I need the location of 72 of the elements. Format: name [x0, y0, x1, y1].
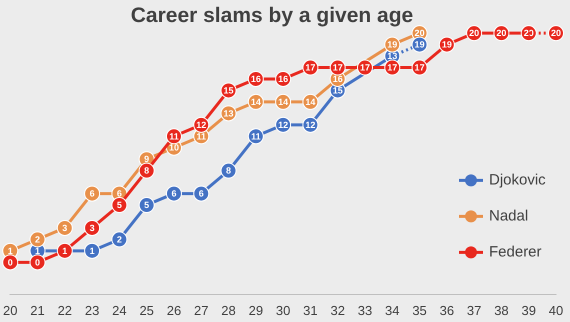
chart-title: Career slams by a given age	[130, 4, 414, 27]
data-label: 15	[224, 85, 234, 96]
data-label: 0	[8, 257, 13, 268]
data-label: 20	[469, 28, 480, 38]
x-tick-label: 24	[112, 302, 127, 318]
data-label: 17	[332, 62, 343, 73]
data-label: 14	[305, 96, 316, 107]
x-tick-label: 21	[30, 302, 45, 318]
data-label: 14	[278, 96, 288, 107]
x-tick-label: 38	[494, 302, 509, 318]
x-tick-label: 20	[2, 302, 18, 318]
legend-label: Nadal	[489, 208, 528, 225]
x-tick-label: 31	[303, 302, 318, 318]
x-tick-label: 39	[521, 302, 536, 318]
x-tick-label: 32	[330, 302, 345, 318]
data-label: 0	[35, 257, 40, 268]
x-tick-label: 34	[385, 302, 400, 318]
data-label: 10	[168, 142, 179, 153]
x-tick-label: 35	[412, 302, 427, 318]
data-label: 1	[62, 246, 68, 256]
x-tick-label: 37	[466, 302, 482, 318]
x-tick-label: 25	[139, 302, 154, 318]
data-label: 12	[305, 120, 316, 130]
data-label: 8	[226, 166, 232, 176]
data-label: 3	[90, 222, 95, 233]
data-label: 11	[251, 131, 261, 142]
data-label: 6	[90, 188, 95, 199]
data-label: 17	[387, 62, 398, 73]
data-label: 12	[196, 120, 206, 130]
data-label: 6	[198, 188, 204, 199]
data-label: 20	[550, 28, 562, 38]
data-label: 6	[171, 188, 176, 199]
x-tick-label: 28	[221, 302, 236, 318]
x-tick-label: 40	[548, 302, 564, 318]
data-label: 17	[414, 62, 425, 73]
data-label: 2	[116, 234, 122, 244]
data-label: 15	[332, 85, 343, 96]
x-tick-label: 36	[440, 302, 454, 318]
legend-label: Federer	[489, 244, 542, 261]
data-label: 1	[8, 246, 13, 256]
x-tick-label: 29	[248, 302, 264, 318]
data-label: 12	[278, 120, 288, 130]
data-label: 17	[360, 62, 370, 73]
data-label: 5	[144, 200, 150, 210]
x-tick-label: 26	[166, 302, 182, 318]
data-label: 5	[116, 200, 122, 210]
data-label: 14	[250, 96, 261, 107]
data-label: 20	[496, 28, 506, 38]
legend-label: Djokovic	[489, 172, 546, 189]
data-label: 19	[442, 40, 452, 50]
data-label: 2	[35, 234, 40, 244]
data-label: 1	[35, 246, 40, 256]
data-label: 17	[305, 62, 316, 73]
data-label: 11	[169, 131, 179, 142]
data-label: 8	[144, 166, 150, 176]
x-tick-label: 33	[358, 302, 372, 318]
data-label: 19	[414, 40, 425, 50]
data-label: 6	[116, 188, 122, 199]
x-tick-label: 22	[58, 302, 72, 318]
data-label: 1	[90, 246, 95, 256]
x-tick-label: 30	[276, 302, 290, 318]
data-label: 13	[224, 108, 234, 118]
data-label: 9	[144, 154, 150, 164]
data-label: 3	[62, 222, 68, 233]
data-label: 19	[387, 40, 398, 50]
data-label: 16	[250, 74, 261, 84]
data-label: 16	[332, 74, 343, 84]
x-tick-label: 23	[84, 302, 100, 318]
x-tick-label: 27	[194, 302, 208, 318]
data-label: 16	[278, 74, 288, 84]
data-label: 11	[196, 131, 206, 142]
data-label: 20	[414, 28, 425, 38]
